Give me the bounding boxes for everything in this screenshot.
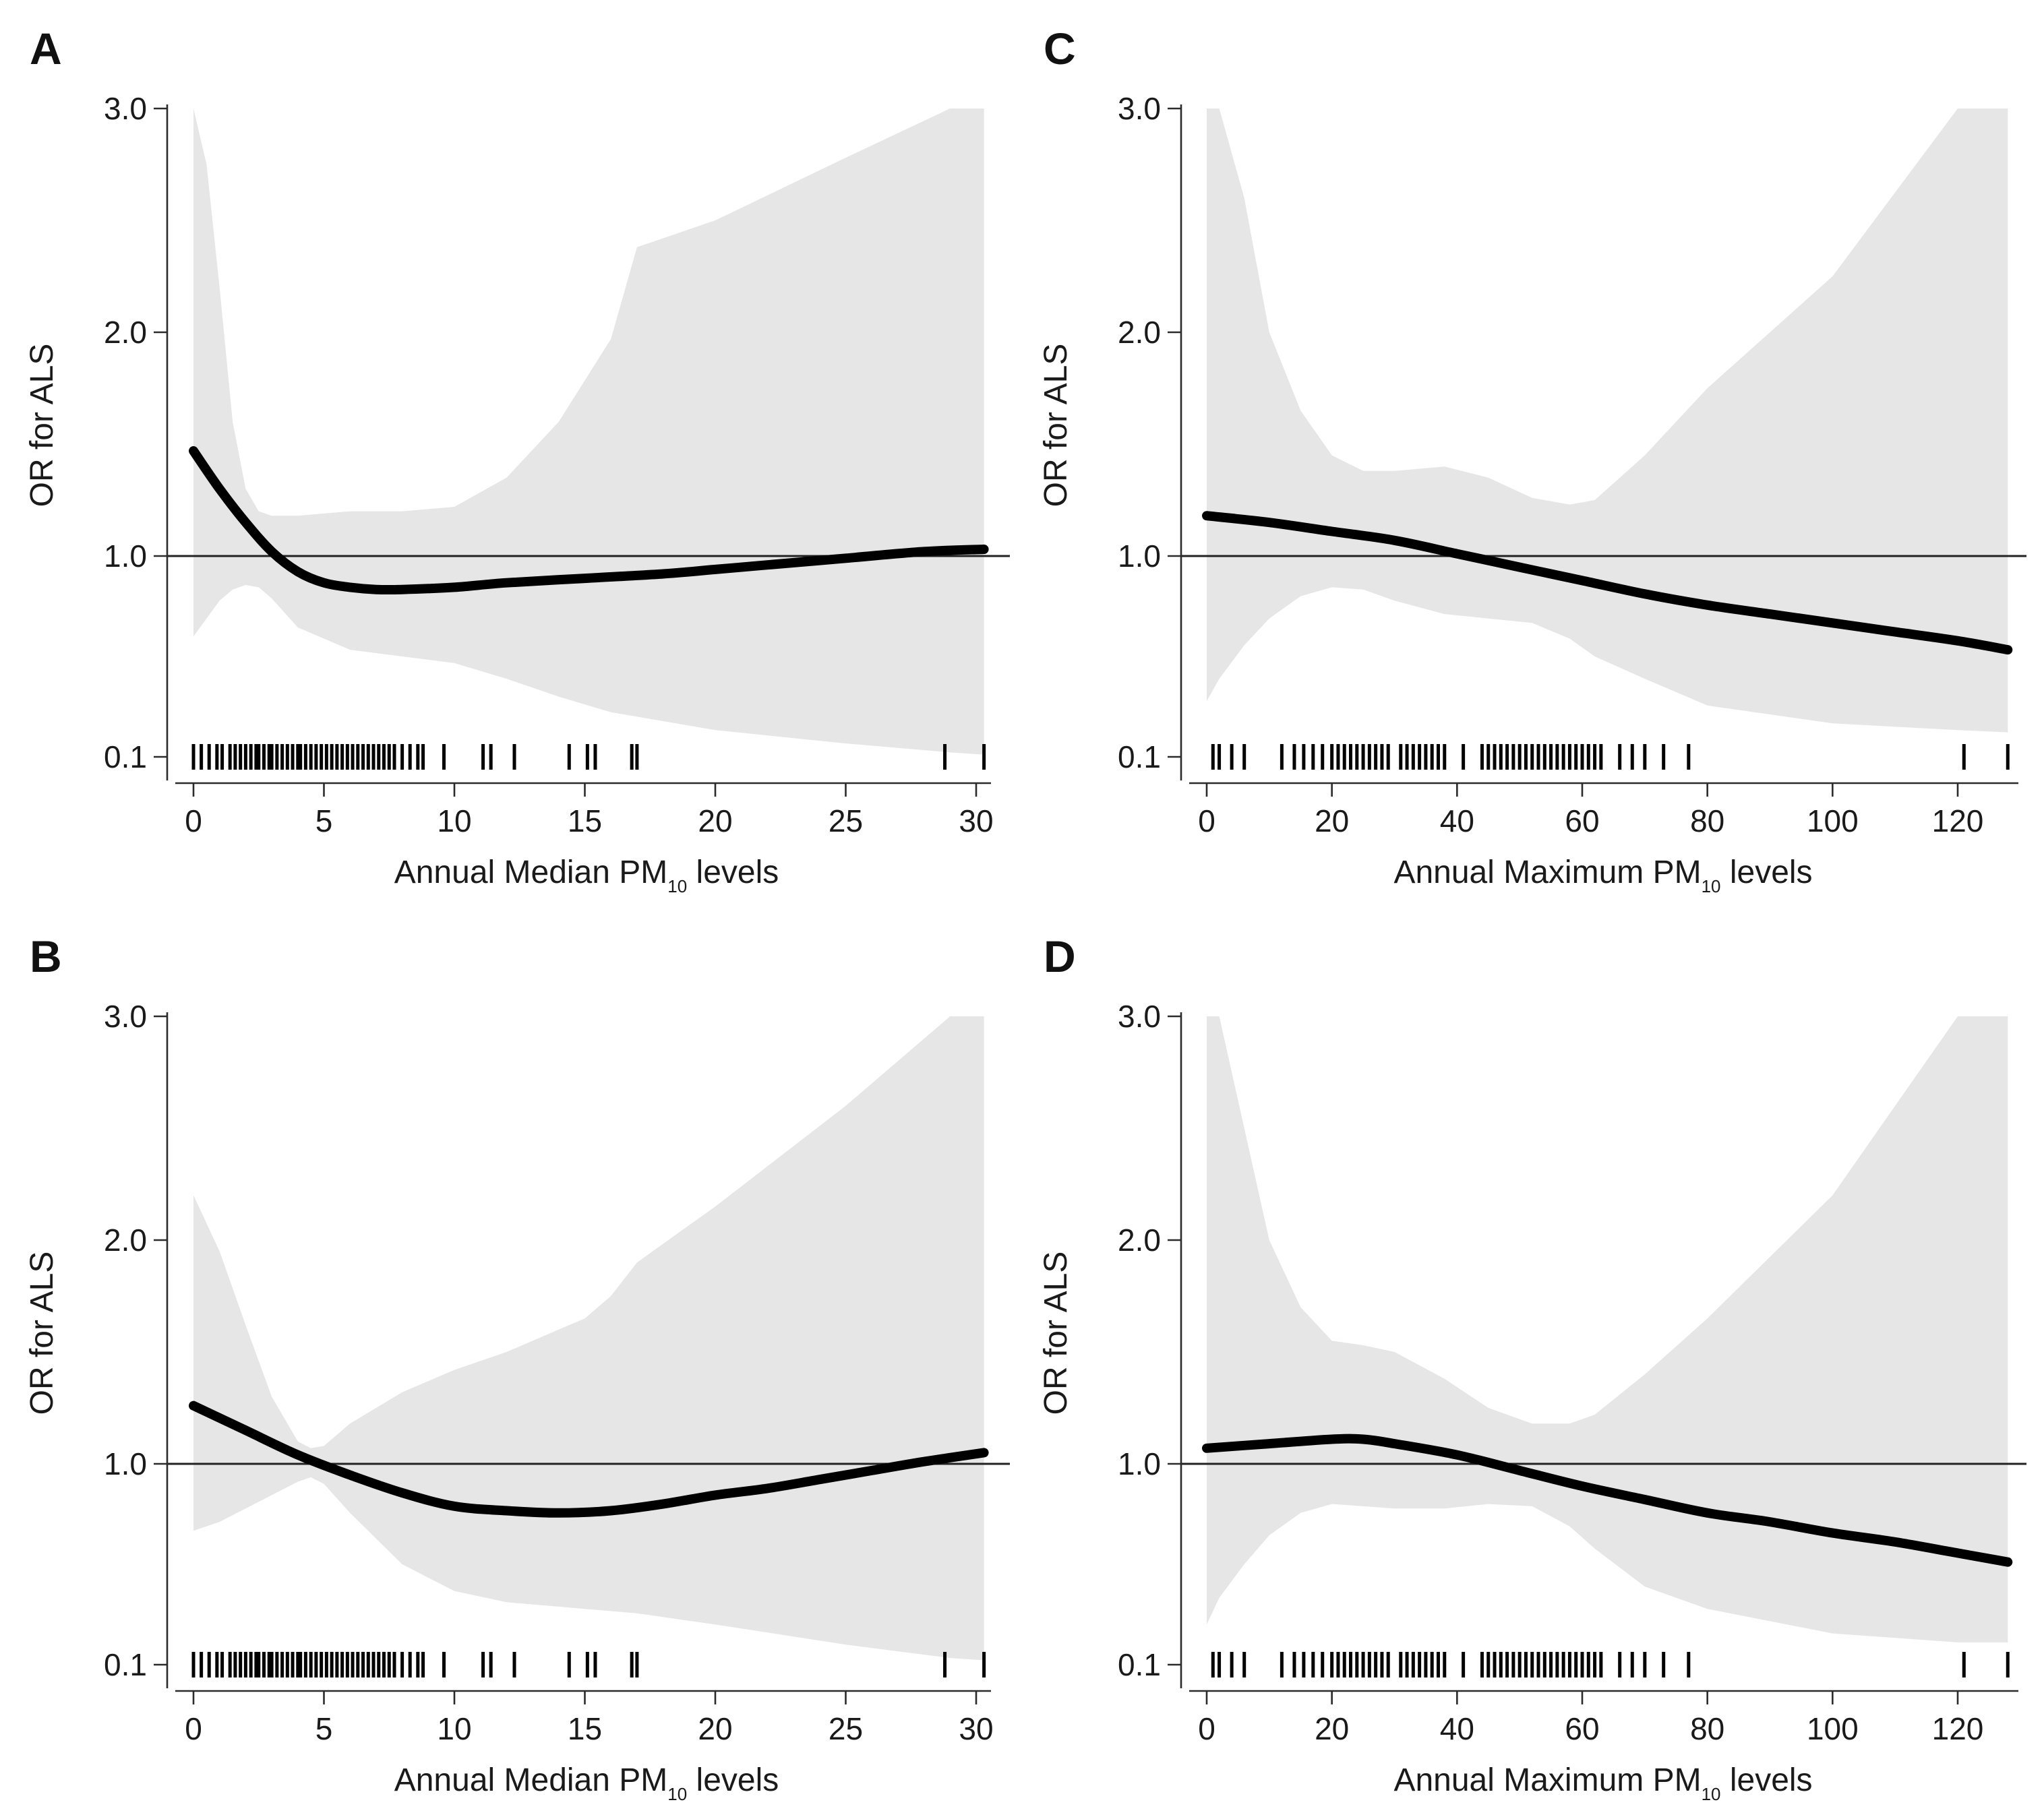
y-tick-label: 3.0 [1118,999,1161,1034]
x-axis-title-main: Annual Maximum PM [1393,1762,1701,1798]
x-axis-title: Annual Maximum PM10 levels [1393,855,1812,896]
x-tick-label: 120 [1932,1711,1984,1746]
x-tick-label: 25 [829,803,863,838]
y-tick-label: 0.1 [1118,1647,1161,1682]
confidence-band [193,109,984,755]
x-axis-title-main: Annual Median PM [394,855,668,890]
x-tick-label: 20 [698,1711,732,1746]
x-tick-label: 120 [1932,803,1984,838]
x-axis-title-main: Annual Maximum PM [1393,855,1701,890]
panel-letter: B [30,931,62,981]
x-axis-title-suffix: levels [1721,1762,1813,1798]
y-tick-label: 1.0 [104,1446,147,1481]
x-tick-label: 0 [1198,1711,1215,1746]
panel-b: 0.1 1.0 2.0 3.0 0 5 10 15 20 25 30 Annual Median PM… [24,931,1010,1804]
panel-c: 0.1 1.0 2.0 3.0 0 20 40 60 80 100 120 Annual Maximu… [1038,24,2026,896]
x-tick-label: 10 [437,1711,471,1746]
x-tick-label: 40 [1440,1711,1474,1746]
x-tick-label: 5 [315,803,333,838]
y-axis-title: OR for ALS [24,344,60,507]
x-tick-label: 30 [959,803,993,838]
confidence-band [1207,109,2008,733]
panel-d: 0.1 1.0 2.0 3.0 0 20 40 60 80 100 120 Annual Maximu… [1038,931,2026,1804]
x-tick-label: 20 [698,803,732,838]
x-tick-label: 25 [829,1711,863,1746]
x-axis-title-suffix: levels [1721,855,1813,890]
x-axis-title-suffix: levels [687,1762,779,1798]
panel-letter: A [30,24,62,73]
or-curve [1202,1434,2013,1567]
y-axis-title: OR for ALS [1038,1252,1074,1415]
y-tick-label: 2.0 [104,315,147,350]
x-tick-label: 5 [315,1711,333,1746]
x-tick-label: 15 [568,1711,602,1746]
or-curve [189,446,989,595]
x-tick-label: 40 [1440,803,1474,838]
y-tick-label: 3.0 [1118,91,1161,126]
y-axis-title: OR for ALS [24,1252,60,1415]
x-tick-label: 0 [185,803,202,838]
or-curve [1202,511,2013,655]
y-tick-label: 1.0 [104,538,147,574]
confidence-band [193,1016,984,1661]
x-axis-title-suffix: levels [687,855,779,890]
x-tick-label: 15 [568,803,602,838]
y-tick-label: 2.0 [1118,1223,1161,1258]
x-axis-title: Annual Median PM10 levels [394,855,779,896]
x-tick-label: 60 [1565,803,1599,838]
y-tick-label: 0.1 [104,739,147,774]
x-tick-label: 20 [1315,803,1349,838]
x-axis-title-subscript: 10 [1702,1784,1721,1804]
y-tick-label: 1.0 [1118,538,1161,574]
x-axis-title-subscript: 10 [667,876,687,896]
x-axis-title: Annual Median PM10 levels [394,1762,779,1804]
x-tick-label: 60 [1565,1711,1599,1746]
x-tick-label: 0 [185,1711,202,1746]
x-axis-title-subscript: 10 [667,1784,687,1804]
x-tick-label: 30 [959,1711,993,1746]
x-tick-label: 20 [1315,1711,1349,1746]
y-tick-label: 0.1 [104,1647,147,1682]
confidence-band [1207,1016,2008,1642]
x-axis-title: Annual Maximum PM10 levels [1393,1762,1812,1804]
or-curve [189,1400,989,1518]
y-tick-label: 0.1 [1118,739,1161,774]
x-tick-label: 0 [1198,803,1215,838]
y-tick-label: 3.0 [104,999,147,1034]
x-tick-label: 100 [1807,803,1859,838]
y-tick-label: 2.0 [104,1223,147,1258]
x-tick-label: 80 [1690,803,1724,838]
x-axis-title-main: Annual Median PM [394,1762,668,1798]
y-tick-label: 3.0 [104,91,147,126]
y-axis-title: OR for ALS [1038,344,1074,507]
x-tick-label: 100 [1807,1711,1859,1746]
x-axis-title-subscript: 10 [1702,876,1721,896]
panel-letter: D [1044,931,1076,981]
x-tick-label: 80 [1690,1711,1724,1746]
panel-a: 0.1 1.0 2.0 3.0 0 5 10 15 20 25 30 Annual Median PM… [24,24,1010,896]
x-tick-label: 10 [437,803,471,838]
y-tick-label: 2.0 [1118,315,1161,350]
y-tick-label: 1.0 [1118,1446,1161,1481]
panel-letter: C [1044,24,1076,73]
